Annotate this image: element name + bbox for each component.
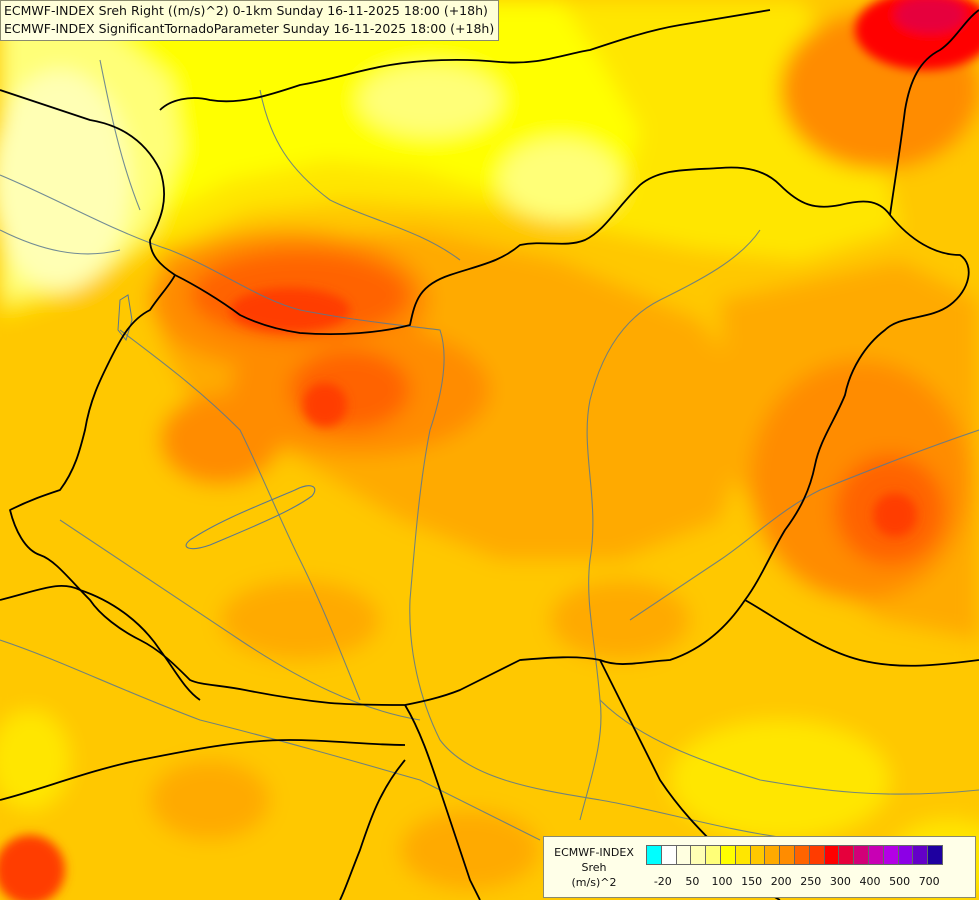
legend-swatch (793, 845, 810, 865)
peak-center (303, 383, 347, 427)
river-east (629, 429, 979, 621)
legend-label-line-1: ECMWF-INDEX (554, 846, 634, 859)
legend-tick-label: 300 (829, 875, 851, 888)
rivers (0, 59, 979, 841)
peak-east (873, 493, 917, 537)
legend-tick-label: 500 (889, 875, 911, 888)
river-nw (0, 229, 121, 255)
legend-ticks: -20 50 100 150 200 250 300 400 500 700 (646, 875, 976, 891)
river-north (259, 89, 461, 261)
title-line-2: ECMWF-INDEX SignificantTornadoParameter … (4, 21, 495, 36)
legend-swatch (749, 845, 766, 865)
legend-swatch (867, 845, 884, 865)
legend-swatch (646, 845, 662, 865)
border-hungary (9, 166, 970, 706)
peak-ne-core (895, 0, 965, 33)
legend-swatch (675, 845, 692, 865)
legend-swatch (690, 845, 707, 865)
legend-swatch (719, 845, 736, 865)
river-south (599, 699, 979, 795)
legend-label-line-2: Sreh (581, 861, 607, 874)
legend-tick-label: 50 (685, 875, 700, 888)
peak-north (230, 288, 350, 332)
color-legend: ECMWF-INDEX Sreh (m/s)^2 -20 50 100 150 200 2… (543, 836, 976, 898)
legend-tick-label: -20 (653, 875, 672, 888)
field-s-orange2 (550, 580, 690, 660)
field-n-light2 (360, 65, 500, 135)
legend-swatch (705, 845, 721, 865)
legend-swatch (660, 845, 677, 865)
field-n-light (500, 140, 620, 220)
river-tisza (579, 229, 761, 821)
title-line-1: ECMWF-INDEX Sreh Right ((m/s)^2) 0-1km S… (4, 3, 488, 18)
legend-swatch (853, 845, 869, 865)
field-s-orange (400, 810, 540, 890)
border-romania-south (744, 599, 979, 667)
legend-swatch (808, 845, 825, 865)
legend-swatch (838, 845, 855, 865)
legend-tick-label: 700 (918, 875, 940, 888)
border-croatia (0, 584, 201, 701)
field-sw-orange (150, 760, 270, 840)
legend-swatch (779, 845, 795, 865)
border-slovakia-north (0, 89, 176, 276)
legend-tick-label: 200 (770, 875, 792, 888)
field-se-yellow (670, 720, 890, 840)
lake-neusiedl (117, 294, 133, 342)
legend-swatch (734, 845, 751, 865)
legend-swatch (897, 845, 914, 865)
field-w-orange (160, 395, 280, 485)
field-nw-pale (0, 70, 130, 290)
legend-swatch (927, 845, 943, 865)
border-croatia2 (0, 739, 406, 801)
legend-swatch (912, 845, 929, 865)
legend-tick-label: 100 (711, 875, 733, 888)
river-sava (0, 639, 541, 841)
legend-tick-label: 250 (800, 875, 822, 888)
river-morava (99, 59, 141, 211)
border-bosnia (339, 759, 406, 900)
lake-balaton (185, 485, 316, 550)
border-serbia (404, 704, 481, 900)
title-box: ECMWF-INDEX Sreh Right ((m/s)^2) 0-1km S… (0, 0, 500, 41)
river-west (119, 329, 361, 701)
legend-tick-label: 150 (741, 875, 763, 888)
legend-tick-label: 400 (859, 875, 881, 888)
legend-swatch (882, 845, 899, 865)
legend-label: ECMWF-INDEX Sreh (m/s)^2 (548, 845, 640, 890)
field-s-orange3 (220, 580, 380, 660)
legend-swatch (823, 845, 840, 865)
legend-swatch (764, 845, 781, 865)
border-slovakia-top (159, 9, 771, 111)
field-north-bright (0, 0, 640, 280)
river-danube (0, 174, 801, 841)
borders (0, 9, 979, 900)
peak-sw-corner (0, 835, 65, 900)
legend-label-line-3: (m/s)^2 (571, 876, 617, 889)
border-ukraine (889, 9, 979, 216)
legend-swatches (646, 845, 943, 865)
